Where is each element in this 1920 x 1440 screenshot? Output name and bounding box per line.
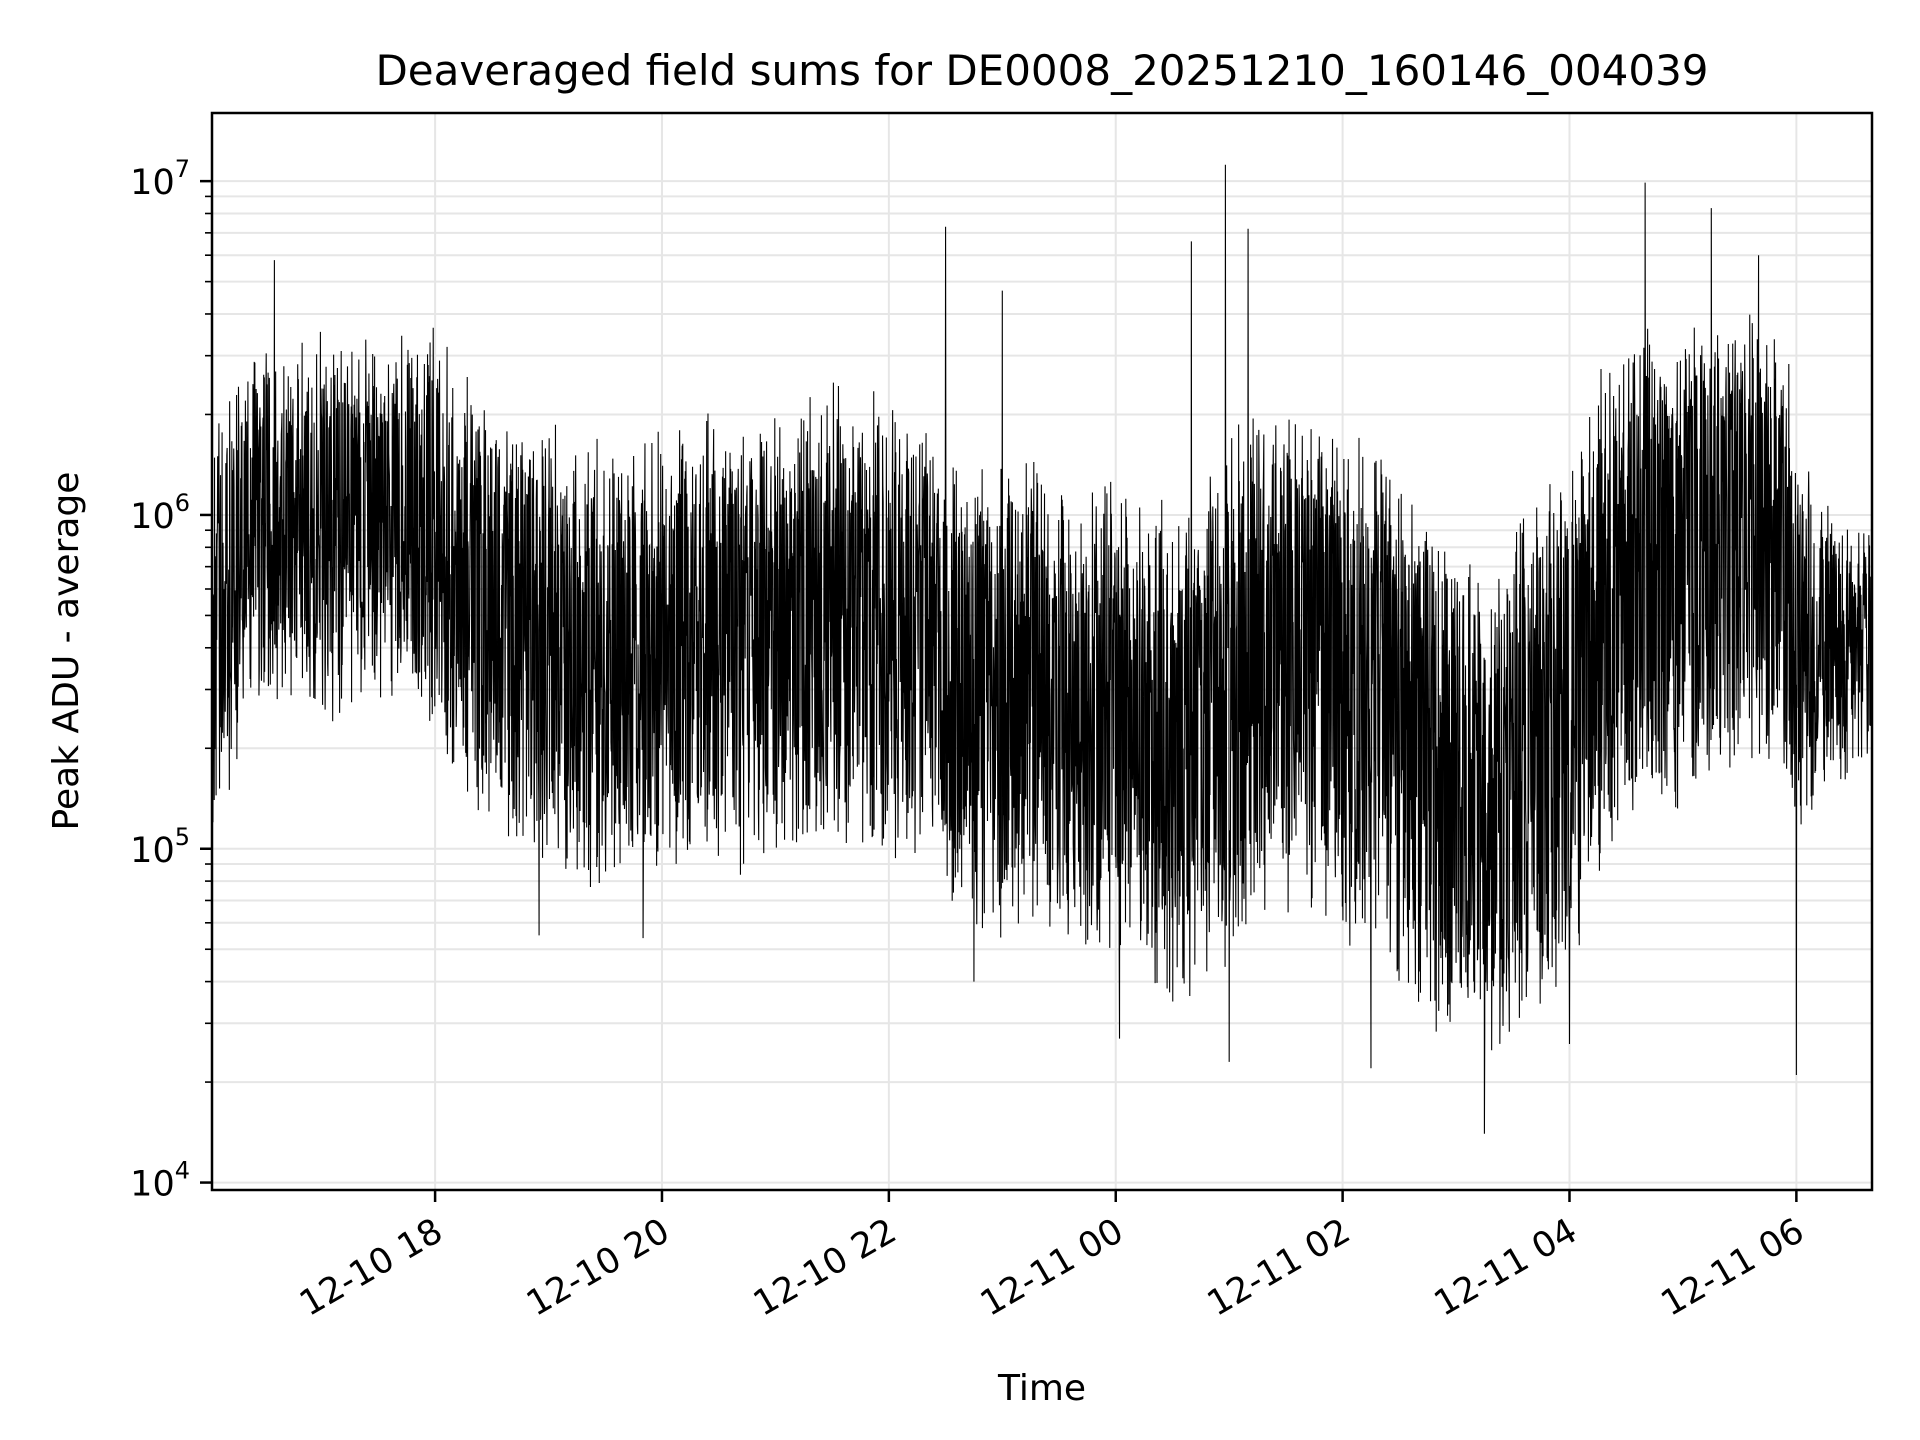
chart-title: Deaveraged field sums for DE0008_2025121… [375, 46, 1708, 95]
series-line [211, 164, 1873, 1134]
series-layer [211, 164, 1873, 1134]
y-axis-label: Peak ADU - average [46, 472, 87, 831]
y-tick-label: 107 [130, 155, 190, 203]
y-tick-label: 104 [130, 1157, 190, 1205]
y-tick-label: 105 [130, 823, 190, 871]
y-axis-ticks: 104 105 106 107 [130, 155, 212, 1205]
x-axis-label: Time [997, 1368, 1086, 1409]
plot-frame [210, 111, 1874, 1192]
y-tick-label: 106 [130, 489, 190, 537]
